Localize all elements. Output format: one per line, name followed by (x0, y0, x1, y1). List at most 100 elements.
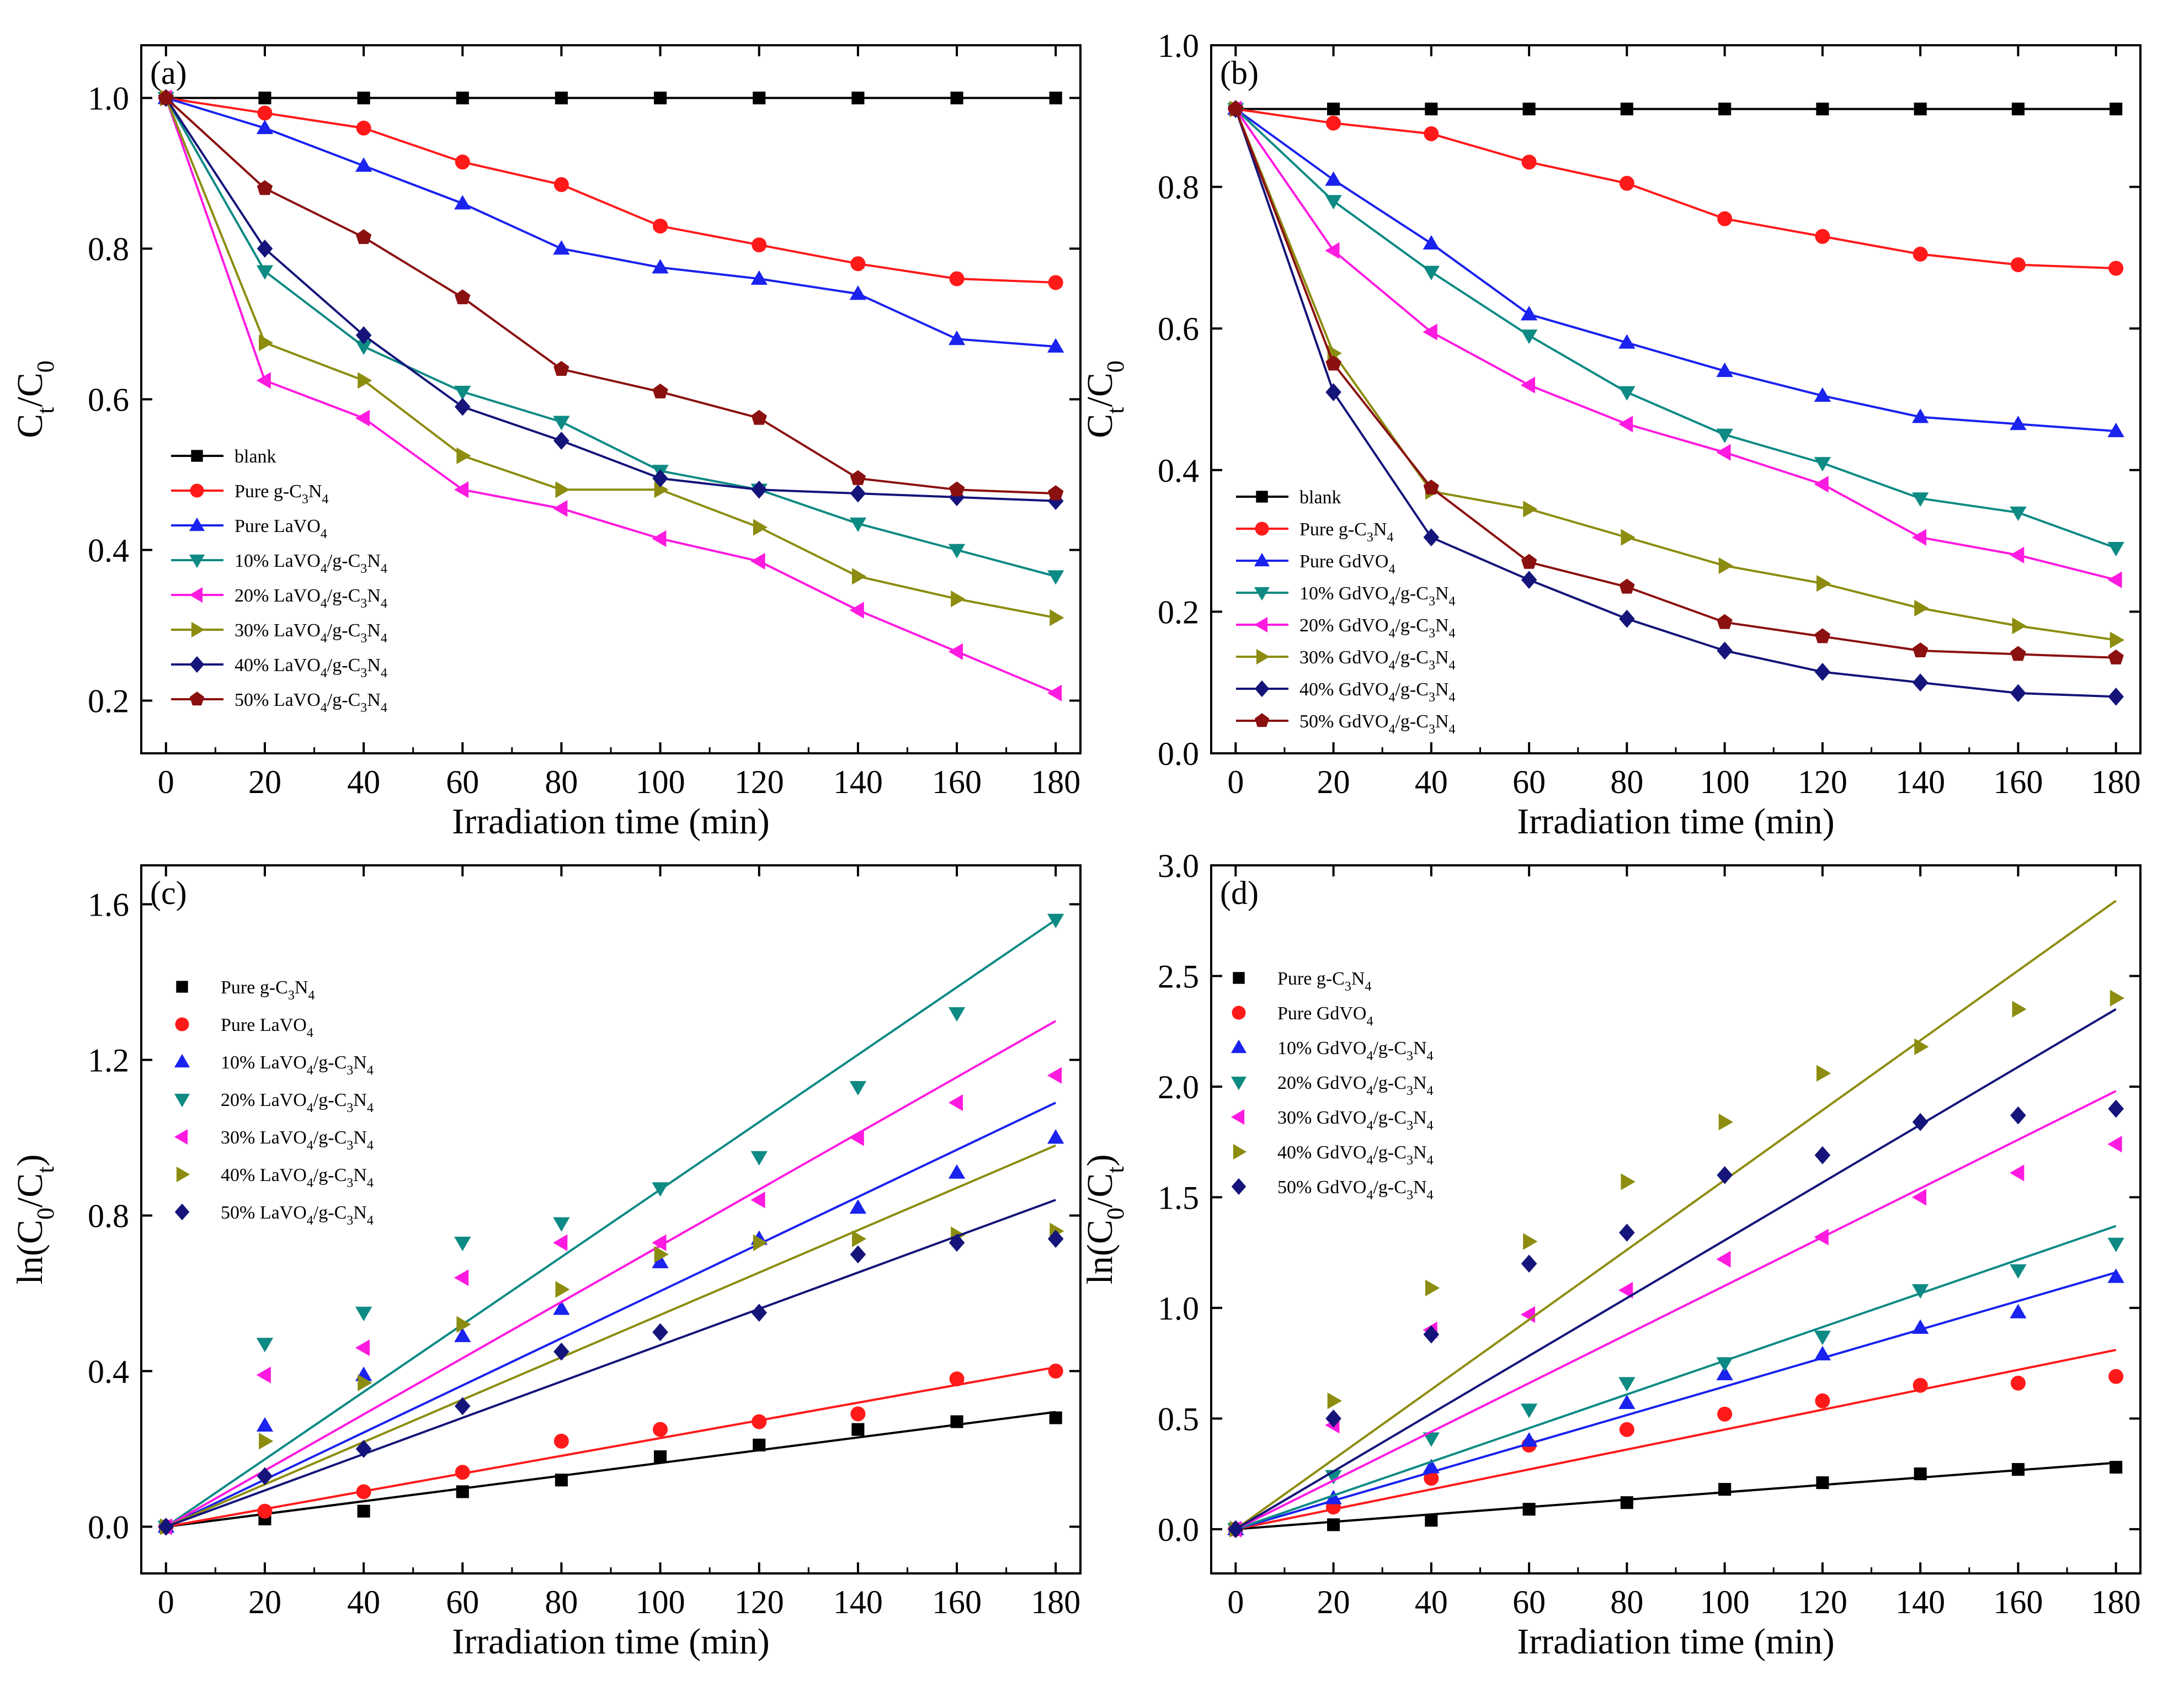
data-point (1620, 1496, 1633, 1509)
series-10-gdvo4-g-c3n4 (1227, 103, 2124, 557)
legend-marker (189, 692, 205, 706)
series-30-gdvo4-g-c3n4 (1227, 1090, 2122, 1538)
data-point (553, 240, 570, 255)
data-point (2108, 1369, 2124, 1384)
series-20-lavo4-g-c3n4 (157, 89, 1062, 701)
data-point (257, 180, 273, 195)
legend-label: Pure g-C3N4 (235, 481, 328, 507)
data-point (355, 326, 372, 344)
legend-marker (189, 656, 205, 673)
data-point (1325, 242, 1340, 259)
legend: blank Pure g-C3N4 Pure LaVO4 10% LaVO4/g-C3… (171, 446, 387, 715)
fit-line (166, 1366, 1056, 1528)
data-point (849, 602, 864, 619)
data-point (1619, 609, 1635, 628)
data-point (2010, 1375, 2026, 1391)
x-tick-label: 60 (446, 1584, 479, 1620)
data-point (1814, 1331, 1831, 1345)
data-point (948, 1094, 963, 1111)
data-point (555, 481, 570, 498)
legend-label: 30% LaVO4/g-C3N4 (221, 1127, 374, 1153)
legend-label: Pure GdVO4 (1299, 551, 1395, 577)
data-point (1050, 609, 1064, 626)
data-point (1423, 479, 1439, 494)
data-point (1911, 1189, 1927, 1206)
data-point (753, 91, 766, 105)
data-point (1914, 599, 1929, 617)
data-point (652, 259, 669, 274)
y-tick-label: 0.0 (1158, 736, 1199, 772)
legend-marker (1254, 552, 1270, 567)
data-point (2107, 571, 2122, 588)
legend-label: Pure GdVO4 (1277, 1003, 1373, 1029)
series-line (164, 97, 1056, 619)
data-point (1327, 1518, 1340, 1531)
data-point (1425, 1514, 1438, 1527)
series-line (166, 97, 1056, 284)
x-tick-label: 180 (2091, 764, 2141, 800)
data-point (750, 1192, 765, 1209)
fit-line (166, 1144, 1056, 1528)
data-point (752, 237, 767, 253)
data-point (652, 530, 667, 547)
data-point (456, 1316, 471, 1333)
x-tick-label: 160 (932, 1584, 982, 1620)
data-point (454, 1236, 471, 1252)
data-point (1716, 1365, 1733, 1381)
data-point (654, 91, 667, 105)
legend-marker (1255, 522, 1269, 536)
data-point (1618, 416, 1633, 433)
data-point (1914, 102, 1927, 116)
legend-marker (1231, 1076, 1247, 1091)
data-point (849, 1129, 864, 1146)
x-tick-label: 60 (1512, 1584, 1546, 1620)
data-point (1520, 1403, 1538, 1418)
data-point (851, 91, 865, 105)
panel-label: (c) (150, 875, 187, 911)
data-point (1047, 1230, 1064, 1248)
data-point (1911, 1319, 1929, 1334)
y-tick-label: 2.0 (1158, 1069, 1199, 1105)
y-tick-label: 0.5 (1158, 1401, 1199, 1437)
fit-line (1235, 1461, 2116, 1530)
series-line (1235, 108, 2116, 433)
x-tick-label: 140 (833, 764, 883, 800)
data-point (355, 1306, 372, 1321)
data-point (2010, 1164, 2025, 1182)
data-point (849, 285, 867, 300)
data-point (751, 1304, 768, 1322)
data-point (455, 155, 470, 170)
data-point (1325, 195, 1342, 210)
legend-marker (174, 1203, 190, 1221)
legend-marker (1233, 1143, 1247, 1160)
data-point (555, 91, 568, 105)
legend-label: 40% GdVO4/g-C3N4 (1299, 679, 1456, 705)
x-tick-label: 160 (1993, 764, 2043, 800)
x-tick-label: 0 (158, 1584, 174, 1620)
legend-marker (1254, 713, 1270, 727)
data-point (256, 372, 271, 389)
series-line (1234, 108, 2116, 641)
series-pure-gdvo4 (1227, 100, 2124, 438)
data-point (553, 1217, 570, 1232)
data-point (1326, 115, 1341, 131)
data-point (1423, 528, 1440, 547)
legend-marker (1254, 587, 1270, 601)
data-point (1522, 102, 1536, 116)
data-point (1047, 338, 1064, 353)
series-line (164, 97, 1056, 694)
data-point (1048, 275, 1063, 290)
data-point (1521, 554, 1537, 569)
series-line (166, 97, 1056, 348)
data-point (949, 1233, 965, 1252)
data-point (654, 1246, 669, 1263)
data-point (1619, 578, 1635, 594)
data-point (1423, 1459, 1440, 1474)
plot-frame (140, 44, 1082, 754)
x-tick-label: 120 (1798, 764, 1847, 800)
data-point (1911, 529, 1927, 546)
data-point (1718, 102, 1732, 116)
data-point (257, 105, 273, 121)
data-point (456, 1485, 469, 1498)
series-pure-g-c3n4 (1229, 1461, 2123, 1536)
